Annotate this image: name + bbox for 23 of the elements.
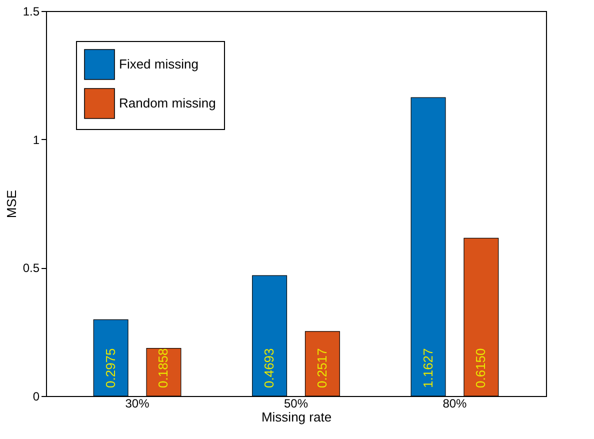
y-tick-label: 1 [32,132,40,147]
y-axis-title: MSE [4,190,19,218]
y-tick-label: 0 [32,390,40,404]
data-label: 0.6150 [473,348,488,388]
data-label: 0.2975 [102,348,118,388]
x-tick-label: 80% [442,396,468,410]
bar [410,97,446,396]
bar [464,238,499,396]
data-label: 0.1858 [156,348,171,388]
bar [252,275,288,396]
data-label: 1.1627 [420,348,436,388]
legend-label: Fixed missing [119,56,198,72]
legend-label: Random missing [119,96,216,110]
y-tick-label: 0.5 [22,261,40,276]
x-tick-label: 30% [125,396,150,410]
data-label: 0.4693 [262,348,277,388]
data-label: 0.2517 [314,348,330,388]
bar [146,348,182,396]
bar [93,319,128,396]
bar [304,331,340,396]
x-axis-title: Missing rate [261,410,332,424]
x-tick-label: 50% [284,396,308,410]
y-tick-label: 1.5 [22,4,40,18]
